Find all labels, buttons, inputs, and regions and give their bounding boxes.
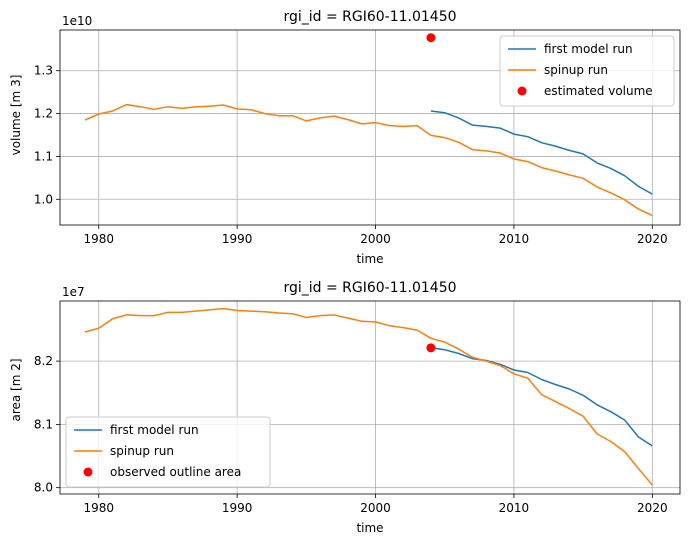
area-legend-observed-outline-area-swatch	[83, 467, 93, 477]
area-x-tick-label: 2000	[360, 501, 391, 515]
volume-first-model-run-line	[430, 110, 653, 195]
volume-y-tick-label: 1.0	[34, 192, 53, 206]
area-series	[84, 307, 653, 486]
area-observed-outline-area-marker	[426, 343, 436, 353]
volume-subplot: rgi_id = RGI60-11.01450 1e10 volume [m 3…	[9, 9, 681, 266]
area-y-tick-label: 8.0	[34, 481, 53, 495]
volume-y-tick-label: 1.3	[34, 64, 53, 78]
area-legend-first-model-run-label: first model run	[110, 423, 199, 437]
volume-x-tick-label: 2000	[360, 232, 391, 246]
volume-x-tick-label: 1990	[222, 232, 253, 246]
area-legend-box	[65, 416, 271, 488]
area-legend-observed-outline-area-label: observed outline area	[110, 465, 241, 479]
volume-plot-frame	[59, 29, 681, 226]
volume-series	[84, 33, 653, 217]
area-x-axis-label: time	[356, 521, 383, 535]
volume-x-tick-label: 1980	[83, 232, 114, 246]
volume-legend-spinup-run-label: spinup run	[544, 63, 608, 77]
area-first-model-run-line	[430, 347, 653, 447]
area-y-tick-label: 8.1	[34, 417, 53, 431]
area-chart-title: rgi_id = RGI60-11.01450	[283, 280, 456, 296]
area-x-tick-label: 2020	[637, 501, 668, 515]
volume-x-tick-label: 2020	[637, 232, 668, 246]
volume-spinup-run-line	[84, 103, 653, 217]
area-legend-spinup-run-label: spinup run	[110, 444, 174, 458]
area-y-axis-label: area [m 2]	[9, 358, 23, 421]
volume-y-tick-label: 1.2	[34, 107, 53, 121]
volume-legend-box	[499, 35, 675, 107]
area-ticks: 1980 1990 2000 2010 2020 8.0 8.1 8.2	[34, 354, 668, 515]
volume-y-tick-label: 1.1	[34, 149, 53, 163]
volume-y-axis-label: volume [m 3]	[9, 75, 23, 156]
area-offset-label: 1e7	[62, 285, 85, 299]
volume-estimated-volume-marker	[426, 33, 436, 43]
volume-legend-estimated-volume-label: estimated volume	[544, 84, 653, 98]
volume-chart-title: rgi_id = RGI60-11.01450	[283, 9, 456, 25]
volume-offset-label: 1e10	[62, 14, 92, 28]
area-plot-frame	[59, 300, 681, 495]
volume-legend-first-model-run-label: first model run	[544, 42, 633, 56]
area-x-tick-label: 1990	[222, 501, 253, 515]
volume-x-axis-label: time	[356, 252, 383, 266]
area-x-tick-label: 2010	[499, 501, 530, 515]
area-y-tick-label: 8.2	[34, 354, 53, 368]
volume-x-tick-label: 2010	[499, 232, 530, 246]
volume-legend: first model run spinup run estimated volum…	[499, 35, 675, 107]
area-spinup-run-line	[84, 307, 653, 486]
area-subplot: rgi_id = RGI60-11.01450 1e7 area [m 2] t…	[9, 280, 681, 535]
volume-ticks: 1980 1990 2000 2010 2020 1.0 1.1 1.2 1.3	[34, 64, 668, 246]
area-legend: first model run spinup run observed outlin…	[65, 416, 271, 488]
area-x-tick-label: 1980	[83, 501, 114, 515]
volume-legend-estimated-volume-swatch	[517, 86, 527, 96]
